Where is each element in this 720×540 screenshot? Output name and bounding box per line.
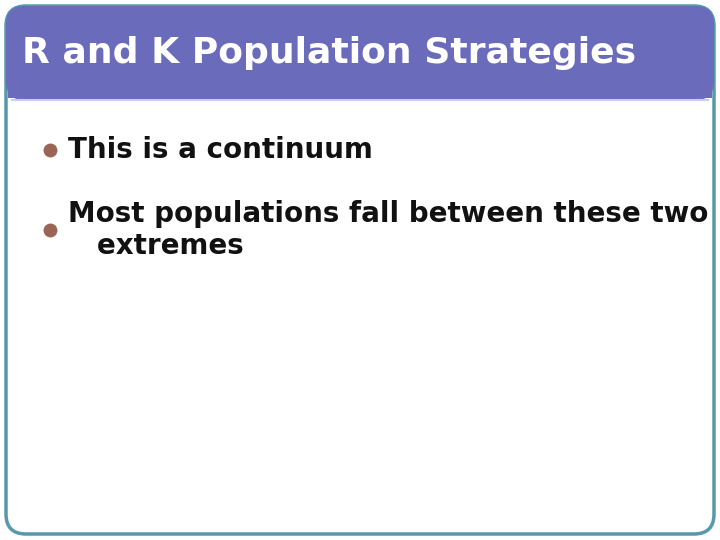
FancyBboxPatch shape xyxy=(6,6,714,100)
Text: Most populations fall between these two
   extremes: Most populations fall between these two … xyxy=(68,200,708,260)
Bar xyxy=(8,53,712,98)
Text: R and K Population Strategies: R and K Population Strategies xyxy=(22,36,636,70)
FancyBboxPatch shape xyxy=(6,6,714,534)
Text: This is a continuum: This is a continuum xyxy=(68,136,373,164)
